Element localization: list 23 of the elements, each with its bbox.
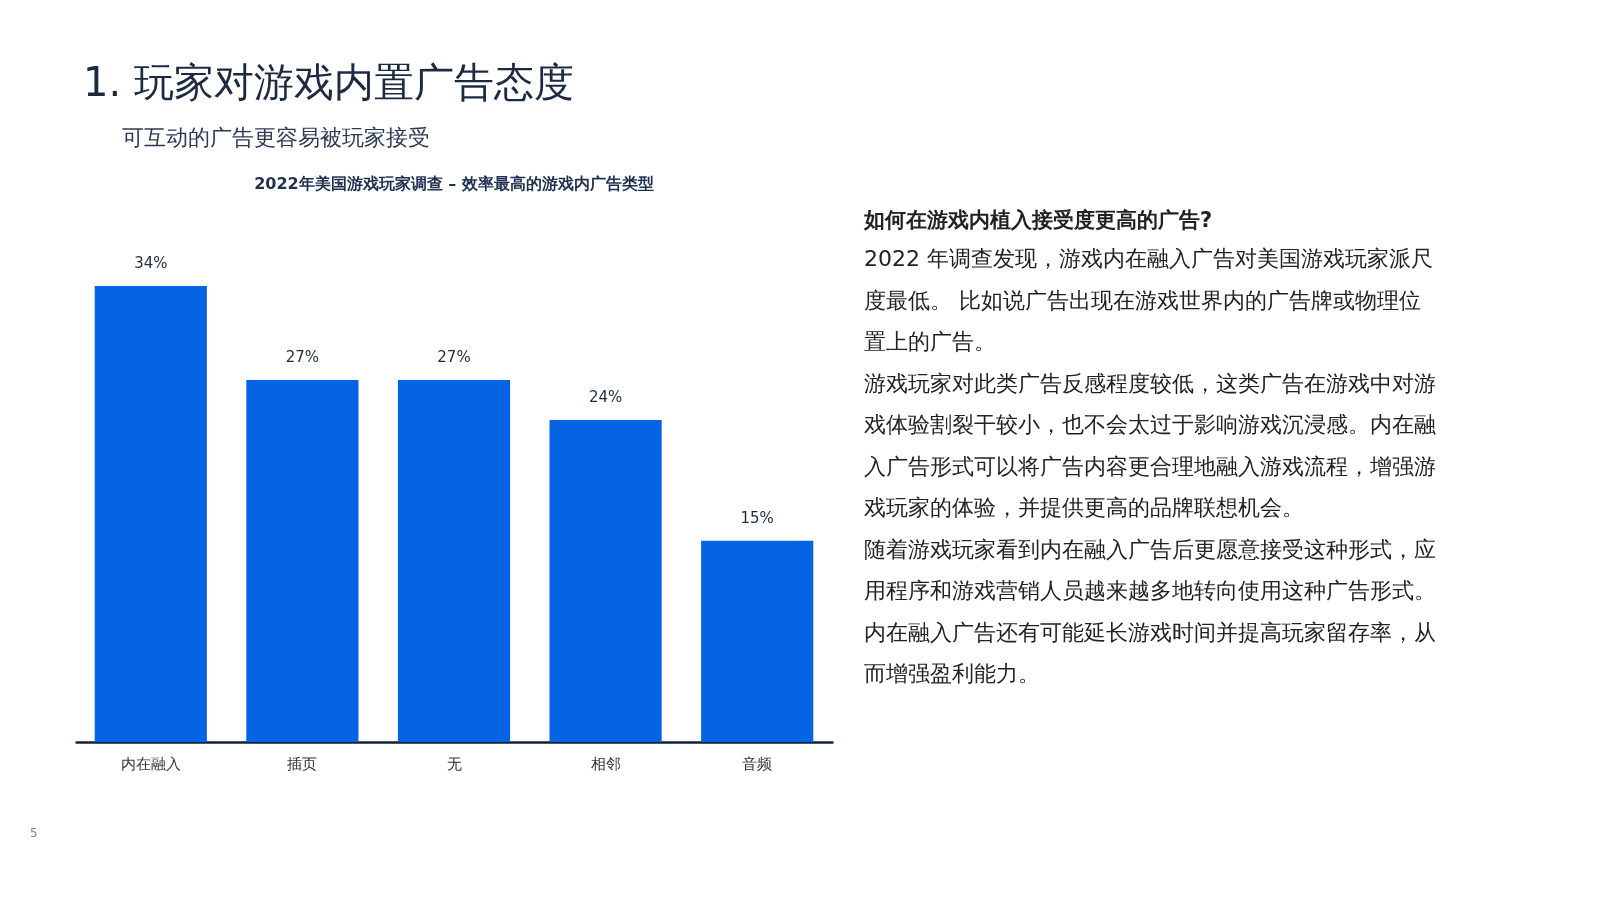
text: 随着游戏玩家看到内在融入广告后更愿意接受这种形式，应用程序和游戏营销人员越来越多地转向使用这种广告形式。内在融入广告还有可能延长游戏时间并提高玩家留存率，从而增强盈利能力。 <box>864 536 1436 686</box>
data-label: 27% <box>437 347 471 366</box>
data-label: 34% <box>134 254 168 272</box>
chart-title: 1. 玩家对游戏内置广告态度 <box>83 59 574 105</box>
data-label: 27% <box>285 347 320 366</box>
bar <box>397 379 511 742</box>
text: 游戏玩家对此类广告反感程度较低，这类广告在游戏中对游戏体验割裂干较小，也不会太过于影响游戏沉浸感。内在融入广告形式可以将广告内容更合理地融入游戏流程，增强游戏玩家的体验，并提供更高的品牌联想机会。 <box>864 370 1436 520</box>
bar <box>701 540 814 742</box>
chart-subtitle: 可互动的广告更容易被玩家接受 <box>122 125 430 150</box>
x-tick-label: 插页 <box>287 754 318 773</box>
text: 2022 年调查发现，游戏内在融入广告对美国游戏玩家派尺度最低。 比如说广告出现在游戏世界内的广告牌或物理位置上的广告。 <box>864 246 1433 354</box>
bar <box>246 379 359 742</box>
x-tick-label: 无 <box>446 754 462 773</box>
bar <box>94 286 207 742</box>
bar <box>549 420 662 742</box>
x-tick-label: 相邻 <box>590 754 621 773</box>
x-tick-label: 内在融入 <box>120 754 181 773</box>
data-label: 15% <box>740 508 774 527</box>
text: 2022年美国游戏玩家调查 – 效率最高的游戏内广告类型 <box>254 174 654 193</box>
text: 5 <box>30 826 38 840</box>
text: 如何在游戏内植入接受度更高的广告? <box>863 208 1213 232</box>
data-label: 24% <box>588 388 623 407</box>
x-tick-label: 音频 <box>742 754 773 773</box>
